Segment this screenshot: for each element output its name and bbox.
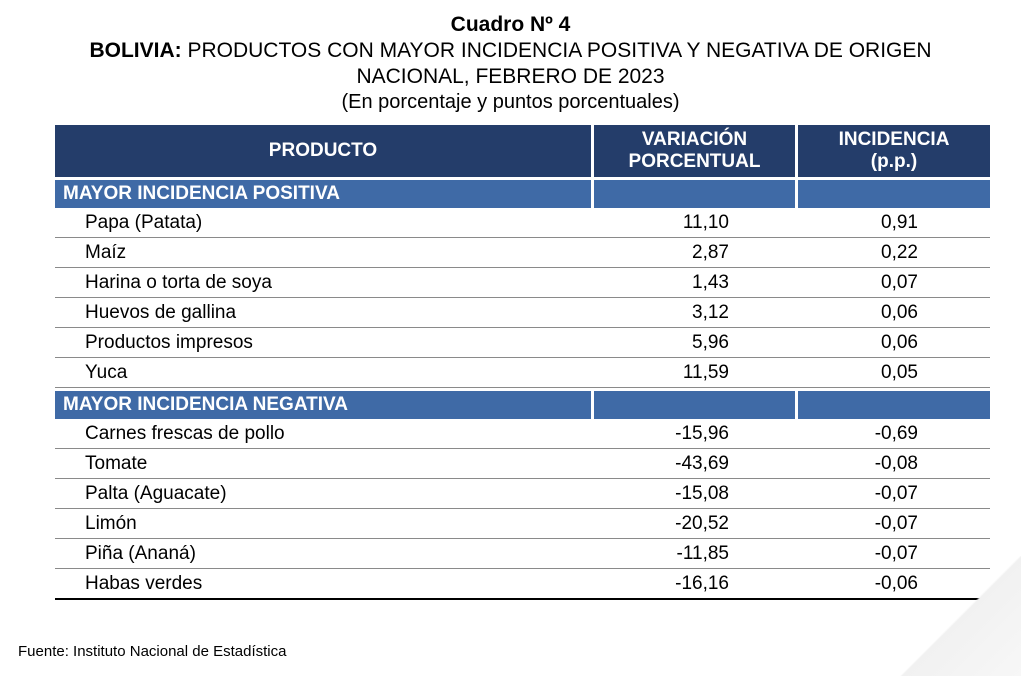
table-row: Habas verdes-16,16-0,06 (55, 569, 990, 600)
product-cell: Productos impresos (55, 328, 594, 358)
header-incidence-line1: INCIDENCIA (838, 129, 950, 150)
section-incidence-cell (798, 388, 990, 419)
incidence-cell: -0,07 (798, 479, 990, 509)
table-row: Limón -20,52 -0,07 (55, 509, 990, 539)
table-number: Cuadro Nº 4 (450, 13, 571, 36)
variation-cell: 3,12 (594, 298, 798, 328)
table-title-line2: NACIONAL, FEBRERO DE 2023 (356, 65, 665, 88)
product-cell: Harina o torta de soya (55, 268, 594, 298)
section-variation-cell (594, 177, 798, 208)
variation-cell: -15,96 (594, 419, 798, 449)
header-variation: VARIACIÓN PORCENTUAL (594, 125, 798, 177)
incidence-cell: -0,08 (798, 449, 990, 479)
table-row: Productos impresos 5,96 0,06 (55, 328, 990, 358)
table-units: (En porcentaje y puntos porcentuales) (341, 91, 680, 113)
product-cell: Limón (55, 509, 594, 539)
product-cell: Carnes frescas de pollo (55, 419, 594, 449)
incidence-cell: 0,05 (798, 358, 990, 388)
title-country: BOLIVIA: (89, 39, 182, 62)
incidence-cell: 0,06 (798, 298, 990, 328)
table-row: Harina o torta de soya 1,43 0,07 (55, 268, 990, 298)
header-variation-line2: PORCENTUAL (628, 151, 761, 172)
product-cell: Habas verdes (55, 569, 594, 600)
variation-cell: 11,10 (594, 208, 798, 238)
incidence-cell: -0,69 (798, 419, 990, 449)
header-incidence: INCIDENCIA (p.p.) (798, 125, 990, 177)
product-cell: Huevos de gallina (55, 298, 594, 328)
variation-cell: 5,96 (594, 328, 798, 358)
section-label: MAYOR INCIDENCIA POSITIVA (55, 177, 594, 208)
header-product: PRODUCTO (55, 125, 594, 177)
header-incidence-line2: (p.p.) (870, 151, 918, 172)
table-body: MAYOR INCIDENCIA POSITIVA Papa (Patata) 11… (55, 177, 990, 600)
product-cell: Piña (Ananá) (55, 539, 594, 569)
variation-cell: -20,52 (594, 509, 798, 539)
product-cell: Maíz (55, 238, 594, 268)
section-row: MAYOR INCIDENCIA POSITIVA (55, 177, 990, 208)
table-row: Papa (Patata) 11,10 0,91 (55, 208, 990, 238)
variation-cell: 1,43 (594, 268, 798, 298)
incidence-cell: 0,07 (798, 268, 990, 298)
table-row: Tomate -43,69 -0,08 (55, 449, 990, 479)
table-row: Carnes frescas de pollo -15,96 -0,69 (55, 419, 990, 449)
title-line1-text: PRODUCTOS CON MAYOR INCIDENCIA POSITIVA … (181, 39, 932, 62)
product-cell: Tomate (55, 449, 594, 479)
variation-cell: -11,85 (594, 539, 798, 569)
product-cell: Palta (Aguacate) (55, 479, 594, 509)
variation-cell: 2,87 (594, 238, 798, 268)
variation-cell: -43,69 (594, 449, 798, 479)
product-cell: Yuca (55, 358, 594, 388)
header-variation-line1: VARIACIÓN (641, 129, 748, 150)
table-row: Huevos de gallina 3,12 0,06 (55, 298, 990, 328)
source-note: Fuente: Instituto Nacional de Estadístic… (18, 643, 287, 660)
table-title-line1: BOLIVIA: PRODUCTOS CON MAYOR INCIDENCIA … (0, 38, 1021, 64)
product-cell: Papa (Patata) (55, 208, 594, 238)
table-row: Piña (Ananá) -11,85 -0,07 (55, 539, 990, 569)
section-row: MAYOR INCIDENCIA NEGATIVA (55, 388, 990, 419)
incidence-cell: 0,22 (798, 238, 990, 268)
table-row: Maíz 2,87 0,22 (55, 238, 990, 268)
section-incidence-cell (798, 177, 990, 208)
section-variation-cell (594, 388, 798, 419)
table-row: Yuca 11,59 0,05 (55, 358, 990, 388)
incidence-cell: -0,07 (798, 509, 990, 539)
corner-decoration (871, 556, 1021, 676)
table-row: Palta (Aguacate) -15,08 -0,07 (55, 479, 990, 509)
header-row: PRODUCTO VARIACIÓN PORCENTUAL INCIDENCIA… (55, 125, 990, 177)
section-label: MAYOR INCIDENCIA NEGATIVA (55, 388, 594, 419)
incidence-table: PRODUCTO VARIACIÓN PORCENTUAL INCIDENCIA… (55, 125, 990, 600)
variation-cell: -15,08 (594, 479, 798, 509)
title-block: Cuadro Nº 4 BOLIVIA: PRODUCTOS CON MAYOR… (0, 12, 1021, 114)
incidence-cell: 0,91 (798, 208, 990, 238)
incidence-cell: 0,06 (798, 328, 990, 358)
variation-cell: -16,16 (594, 569, 798, 600)
variation-cell: 11,59 (594, 358, 798, 388)
